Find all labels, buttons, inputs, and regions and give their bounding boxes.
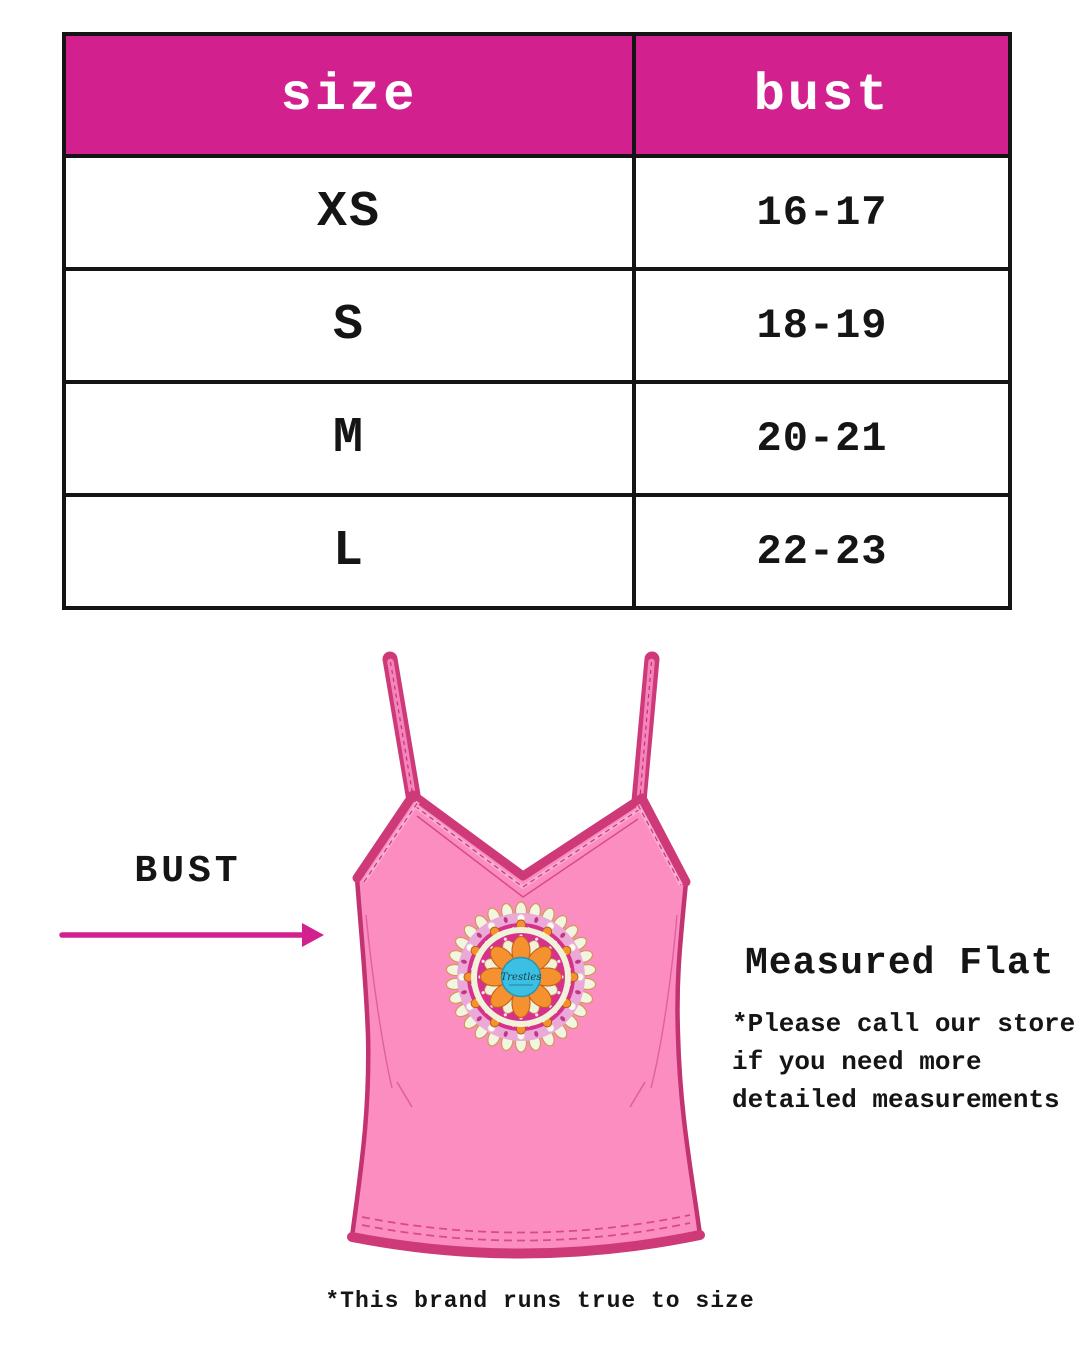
size-cell: XS bbox=[62, 154, 636, 271]
store-note-line: if you need more bbox=[732, 1047, 982, 1077]
bust-cell: 16-17 bbox=[632, 154, 1012, 271]
bust-cell: 22-23 bbox=[632, 493, 1012, 610]
table-row-s: S 18-19 bbox=[62, 267, 1012, 384]
size-table: size bust XS 16-17 S 18-19 M 20-21 L 22-… bbox=[62, 32, 1012, 610]
brand-fit-note: *This brand runs true to size bbox=[325, 1288, 755, 1314]
store-note-line: *Please call our store bbox=[732, 1009, 1076, 1039]
table-header-row: size bust bbox=[62, 32, 1012, 158]
bust-cell: 18-19 bbox=[632, 267, 1012, 384]
bust-arrow-icon bbox=[59, 923, 324, 947]
table-row-l: L 22-23 bbox=[62, 493, 1012, 610]
mandala-logo: Trestles bbox=[445, 901, 597, 1053]
camisole-illustration: Trestles bbox=[347, 651, 705, 1259]
drape-lines bbox=[365, 914, 678, 1108]
bust-column-header: bust bbox=[632, 32, 1012, 158]
hem-trim bbox=[347, 1214, 705, 1259]
size-column-header: size bbox=[62, 32, 636, 158]
store-note-line: detailed measurements bbox=[732, 1085, 1060, 1115]
size-cell: L bbox=[62, 493, 636, 610]
armhole-trim bbox=[352, 790, 691, 887]
size-cell: M bbox=[62, 380, 636, 497]
store-note: *Please call our store if you need more … bbox=[732, 1005, 1075, 1119]
bust-cell: 20-21 bbox=[632, 380, 1012, 497]
measured-flat-heading: Measured Flat bbox=[745, 942, 1055, 985]
neckline-trim bbox=[408, 790, 647, 898]
logo-center-circle bbox=[500, 956, 542, 998]
table-row-m: M 20-21 bbox=[62, 380, 1012, 497]
right-strap bbox=[631, 651, 660, 809]
size-cell: S bbox=[62, 267, 636, 384]
brand-logo-text: Trestles bbox=[501, 972, 542, 983]
bust-measure-label: BUST bbox=[134, 850, 242, 893]
table-row-xs: XS 16-17 bbox=[62, 154, 1012, 271]
left-strap bbox=[382, 651, 421, 803]
